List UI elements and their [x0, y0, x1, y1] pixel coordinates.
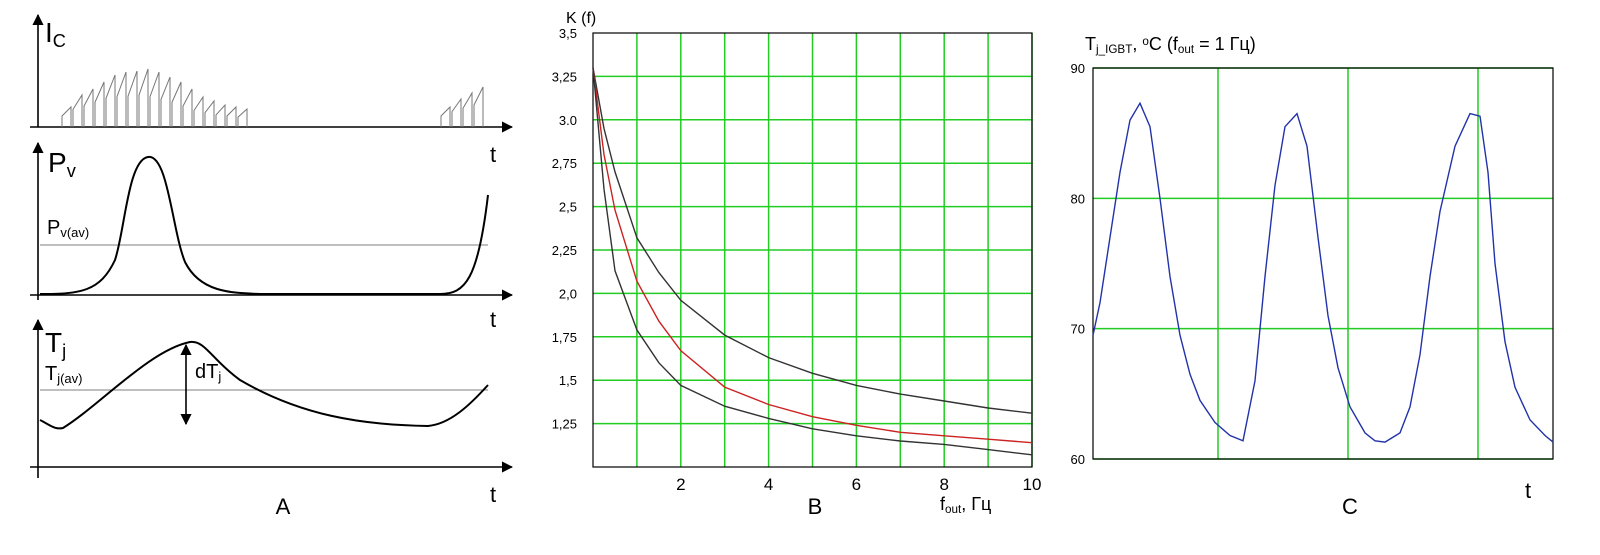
label-part: out	[945, 503, 962, 516]
y-tick-label: 90	[1071, 61, 1085, 76]
pulse	[94, 81, 105, 127]
label-part: , Гц	[961, 494, 991, 514]
pulse	[462, 91, 473, 127]
label-part: dT	[195, 361, 218, 383]
pulse	[440, 105, 451, 127]
pulse	[215, 103, 226, 127]
x-tick-label: 6	[852, 475, 861, 494]
label: Pv	[48, 147, 77, 181]
y-tick-label: 3.0	[559, 113, 577, 128]
temperature-curve	[39, 340, 489, 430]
y-tick-label: 2,0	[559, 286, 577, 301]
y-tick-label: 1,5	[559, 373, 577, 388]
label-part: T	[45, 327, 62, 358]
chart-title: Tj_IGBT, oC (fout = 1 Гц)	[1085, 34, 1256, 56]
panel-label: C	[1342, 494, 1358, 519]
label-part: j	[61, 341, 66, 361]
label-part: = 1 Гц)	[1194, 34, 1256, 54]
label-part: j(av)	[56, 371, 82, 386]
pulse	[61, 105, 72, 127]
pulse	[83, 88, 94, 127]
label-part: f	[940, 494, 946, 514]
label: Pv(av)	[47, 217, 89, 240]
plot-frame	[1092, 67, 1554, 460]
pulse	[473, 86, 484, 127]
y-tick-label: 60	[1071, 452, 1085, 467]
label-part: v(av)	[60, 225, 89, 240]
label-part: j_IGBT	[1095, 43, 1132, 56]
y-tick-label: 80	[1071, 191, 1085, 206]
label: IC	[45, 17, 66, 51]
y-tick-label: 3,25	[552, 69, 577, 84]
x-tick-label: 2	[676, 475, 685, 494]
series-line	[592, 67, 1033, 444]
pulse	[451, 97, 462, 127]
power-curve	[39, 156, 489, 295]
label-part: P	[47, 217, 60, 239]
y-tick-label: 1,25	[552, 417, 577, 432]
x-axis-label: fout, Гц	[940, 494, 991, 516]
series-line	[592, 67, 1033, 414]
y-tick-label: 2,5	[559, 200, 577, 215]
label-part: I	[45, 17, 53, 48]
x-tick-label: 4	[764, 475, 773, 494]
pulse	[138, 68, 149, 127]
pulse	[237, 107, 248, 127]
pulse	[193, 95, 204, 127]
label-part: P	[48, 147, 67, 178]
label-part: o	[1142, 35, 1149, 48]
pulse	[171, 81, 182, 127]
x-tick-label: 10	[1023, 475, 1042, 494]
pulse	[72, 93, 83, 127]
y-tick-label: 70	[1071, 322, 1085, 337]
pulse	[226, 105, 237, 127]
label: Tj	[45, 327, 66, 361]
label: t	[490, 142, 496, 167]
y-tick-label: 2,25	[552, 243, 577, 258]
label-part: v	[67, 161, 77, 181]
plot-frame	[592, 32, 1033, 468]
pulse	[182, 88, 193, 127]
y-tick-label: 2,75	[552, 156, 577, 171]
series-line	[592, 67, 1033, 456]
label-part: ,	[1132, 34, 1142, 54]
label: t	[490, 307, 496, 332]
pulse	[204, 99, 215, 127]
pulse	[105, 74, 116, 127]
label: Tj(av)	[45, 363, 83, 386]
label-part: T	[1085, 34, 1096, 54]
chart-title: K (f)	[566, 10, 596, 27]
panel-label: A	[276, 494, 291, 519]
pulse	[149, 71, 160, 127]
series-line	[1092, 101, 1554, 443]
label-part: C	[53, 31, 66, 51]
label: t	[490, 482, 496, 507]
label-part: T	[45, 363, 57, 385]
label-part: out	[1178, 43, 1195, 56]
pulses	[61, 68, 484, 127]
panel-label: B	[808, 494, 823, 519]
y-tick-label: 1,75	[552, 330, 577, 345]
label-part: C (f	[1149, 34, 1179, 54]
label: dTj	[195, 361, 221, 384]
pulse	[127, 70, 138, 127]
pulse	[160, 76, 171, 127]
schematic: IC t Pv Pv(av) t Tj Tj(av) dTj t A	[30, 13, 514, 519]
x-tick-label: 8	[939, 475, 948, 494]
pulse	[116, 71, 127, 127]
label-part: j	[217, 369, 221, 384]
x-axis-label: t	[1525, 478, 1531, 503]
y-tick-label: 3,5	[559, 26, 577, 41]
